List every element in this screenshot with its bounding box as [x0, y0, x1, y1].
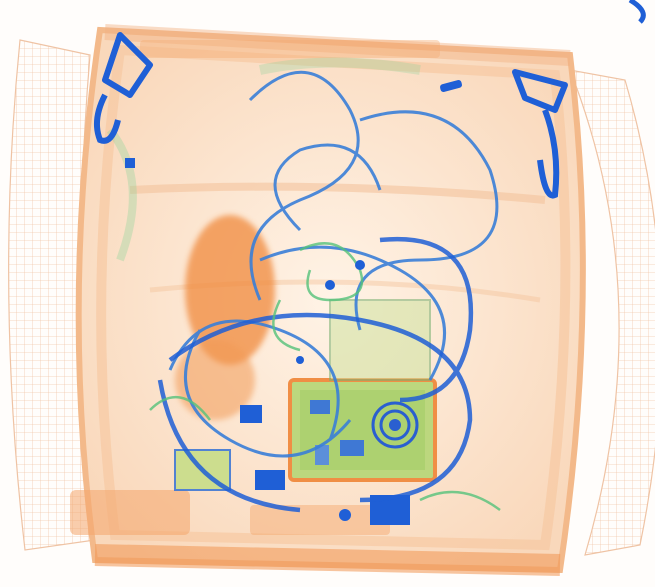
bottom-dense-block-left	[70, 490, 190, 535]
cable-connector-2	[355, 260, 365, 270]
inner-divider-line	[129, 182, 546, 204]
cable-connector-1	[325, 280, 335, 290]
right-strap-clip-hook	[537, 108, 560, 199]
cable-bundle-green	[149, 242, 501, 512]
board-coil-inner	[379, 409, 411, 441]
top-right-hook	[628, 0, 646, 24]
right-strap-clip	[512, 69, 568, 113]
cable-bundle-blue-heavy	[157, 236, 474, 513]
top-dense-strip	[140, 40, 440, 58]
bag-top-rim	[104, 24, 571, 66]
green-shadow-left	[106, 127, 137, 262]
board-chip-3	[315, 445, 329, 465]
board-chip-2	[340, 440, 364, 456]
metal-block-2	[255, 470, 285, 490]
board-coil	[371, 401, 419, 449]
organic-mass-lower	[175, 340, 255, 420]
left-strap-clip-hook	[93, 93, 121, 144]
bottom-dense-block-mid	[250, 505, 390, 535]
board-chip-1	[310, 400, 330, 414]
small-board-right	[329, 299, 431, 381]
metal-block-5	[125, 158, 135, 168]
left-strap-clip	[102, 32, 153, 98]
green-shadow-top	[258, 57, 421, 75]
board-coil-core	[389, 419, 401, 431]
cable-connector-3	[296, 356, 304, 364]
right-mesh-panel	[569, 69, 655, 556]
bag-bottom-rim	[94, 544, 561, 576]
metal-block-1	[240, 405, 262, 423]
metal-block-4	[440, 79, 462, 93]
cable-connector-4	[339, 509, 351, 521]
bag-inner-frame	[96, 44, 571, 551]
